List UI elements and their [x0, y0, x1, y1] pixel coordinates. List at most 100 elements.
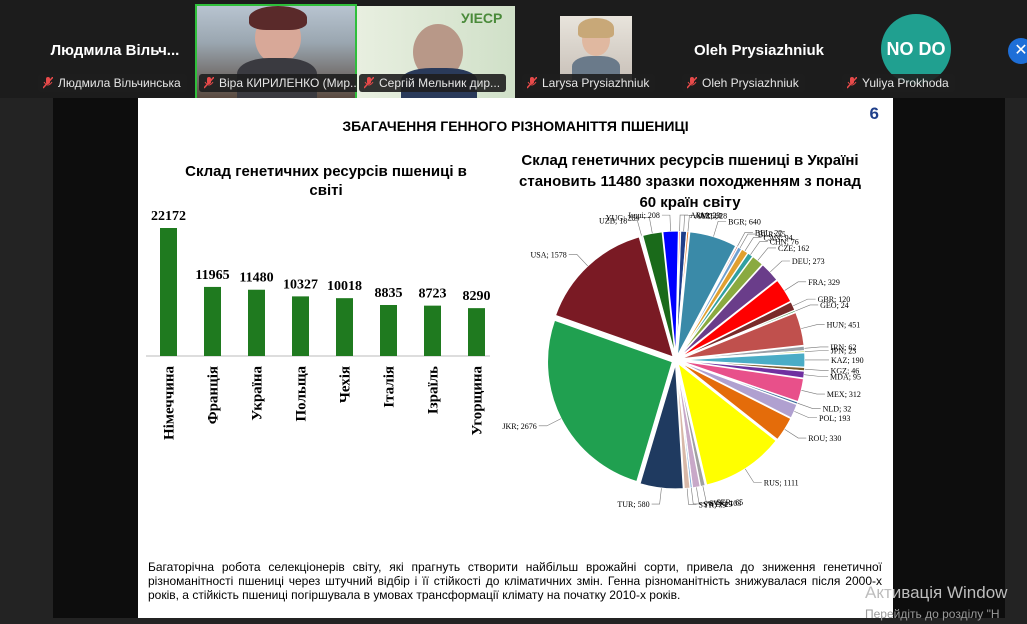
- bar-category-label: Чехія: [338, 366, 354, 403]
- pie-data-label: TUR; 580: [617, 500, 649, 509]
- bar-category-label: Польща: [294, 366, 310, 422]
- pie-data-label: SVK; 103: [709, 499, 741, 508]
- participant-tile[interactable]: Larysa Prysiazhniuk: [520, 6, 678, 98]
- pie-leader-line: [744, 237, 762, 252]
- bar-value-label: 8723: [419, 287, 447, 302]
- mic-muted-icon: [204, 77, 214, 89]
- participant-label: Сергій Мельник дир...: [359, 74, 507, 92]
- pie-data-label: POL; 193: [819, 414, 850, 423]
- pie-data-label: BGR; 640: [728, 217, 761, 226]
- pie-data-label: USA; 1578: [531, 250, 567, 259]
- pie-leader-line: [651, 488, 662, 505]
- pie-data-label: IRN; 62: [830, 343, 856, 352]
- bar-value-label: 8290: [463, 289, 491, 304]
- bar-value-label: 11965: [195, 268, 229, 283]
- pie-data-label: MDA; 95: [830, 373, 861, 382]
- pie-data-label: CHN; 76: [770, 238, 799, 247]
- close-icon[interactable]: ✕: [1008, 38, 1027, 64]
- participant-label: Віра КИРИЛЕНКО (Мир...: [199, 74, 367, 92]
- pie-data-label: SWE; 29: [703, 500, 732, 509]
- participant-label-text: Larysa Prysiazhniuk: [542, 76, 650, 90]
- pie-slice: [639, 363, 684, 490]
- pie-leader-line: [804, 346, 829, 349]
- bar-category-label: Італія: [382, 366, 398, 408]
- bar-chart: 22172 Німеччина 11965 Франція 11480 Україна 10…: [146, 209, 491, 441]
- mic-muted-icon: [43, 77, 53, 89]
- participant-label-text: Yuliya Prokhoda: [862, 76, 949, 90]
- participant-label-text: Oleh Prysiazhniuk: [702, 76, 799, 90]
- activation-watermark-hint: Перейдіть до розділу "Н: [865, 607, 1000, 621]
- participant-label-text: Людмила Вільчинська: [58, 76, 181, 90]
- pie-leader-line: [744, 468, 762, 483]
- bar: [292, 296, 309, 356]
- pie-slice: [678, 263, 778, 358]
- participant-label: Yuliya Prokhoda: [842, 74, 955, 92]
- pie-leader-line: [795, 304, 819, 312]
- pie-data-label: GEO; 24: [820, 301, 849, 310]
- pie-leader-line: [804, 374, 829, 377]
- mic-muted-icon: [847, 77, 857, 89]
- bar-value-label: 10018: [327, 279, 362, 294]
- pie-leader-line: [770, 260, 790, 273]
- bar-category-label: Франція: [206, 366, 222, 424]
- pie-data-label: ARM; 23: [690, 212, 720, 220]
- participant-name: Oleh Prysiazhniuk: [693, 42, 825, 59]
- pie-slice: [677, 361, 778, 486]
- pie-data-label: UZB; 18: [599, 216, 627, 225]
- slide-title: ЗБАГАЧЕННЯ ГЕННОГО РІЗНОМАНІТТЯ ПШЕНИЦІ: [342, 118, 689, 134]
- pie-data-label: DEU; 273: [792, 257, 825, 266]
- pie-data-label: KGZ; 46: [831, 366, 860, 375]
- participant-tile-active[interactable]: Віра КИРИЛЕНКО (Мир...: [195, 4, 367, 100]
- participant-tile[interactable]: Людмила Вільч... Людмила Вільчинська: [36, 6, 194, 98]
- pie-leader-line: [801, 324, 825, 329]
- pie-leader-line: [804, 368, 829, 371]
- pie-leader-line: [801, 390, 825, 395]
- pie-data-label: KAZ; 190: [831, 356, 864, 365]
- participant-label: Oleh Prysiazhniuk: [682, 74, 805, 92]
- participant-video: [560, 16, 632, 82]
- pie-data-label: AZE; 28: [699, 212, 727, 221]
- pie-leader-line: [661, 214, 671, 232]
- activation-watermark: Активація Window: [865, 583, 1008, 602]
- participant-tile[interactable]: УІЕСР Сергій Мельник дир...: [357, 6, 515, 98]
- pie-data-label: CZE; 162: [778, 244, 809, 253]
- pie-slice: [679, 361, 798, 419]
- pie-leader-line: [568, 253, 588, 267]
- pie-leader-line: [784, 281, 807, 291]
- participant-label-text: Віра КИРИЛЕНКО (Мир...: [219, 76, 361, 90]
- pie-leader-line: [538, 418, 562, 427]
- pie-leader-line: [686, 488, 697, 505]
- participants-strip: Людмила Вільч... Людмила Вільчинська Вір…: [0, 0, 1027, 100]
- participant-tile[interactable]: NO DO Yuliya Prokhoda: [840, 6, 998, 98]
- pie-leader-line: [641, 217, 653, 234]
- bar-category-label: Угорщина: [470, 366, 486, 436]
- pie-leader-line: [804, 350, 829, 352]
- participant-label: Larysa Prysiazhniuk: [522, 74, 656, 92]
- mic-muted-icon: [527, 77, 537, 89]
- pie-data-label: CAN; 94: [763, 233, 792, 242]
- bar: [424, 305, 441, 356]
- pie-data-label: BLR; 55: [758, 230, 786, 239]
- pie-leader-line: [702, 486, 715, 503]
- bar-category-label: Німеччина: [162, 366, 178, 441]
- participant-name: Людмила Вільч...: [50, 42, 180, 59]
- participant-label-text: Сергій Мельник дир...: [379, 76, 501, 90]
- pie-data-label: MEX; 312: [827, 390, 861, 399]
- pie-chart-title: Склад генетичних ресурсів пшениці в Укра…: [519, 152, 861, 211]
- pie-leader-line: [691, 488, 702, 505]
- pie-slice: [554, 236, 675, 359]
- pie-data-label: SYR; 79: [699, 500, 727, 509]
- slide-number: 6: [869, 104, 879, 123]
- mic-muted-icon: [364, 77, 374, 89]
- bar-chart-title: Склад генетичних ресурсів пшениці в світ…: [185, 163, 467, 199]
- pie-data-label: YUG; 264: [606, 213, 640, 222]
- pie-leader-line: [792, 298, 816, 307]
- pie-data-label: FRA; 329: [808, 278, 840, 287]
- pie-leader-line: [739, 233, 756, 249]
- pie-leader-line: [784, 429, 807, 439]
- pie-leader-line: [687, 215, 698, 232]
- pie-leader-line: [713, 220, 727, 237]
- pie-leader-line: [629, 219, 642, 236]
- pie-leader-line: [794, 411, 818, 419]
- participant-tile[interactable]: Oleh Prysiazhniuk Oleh Prysiazhniuk: [680, 6, 838, 98]
